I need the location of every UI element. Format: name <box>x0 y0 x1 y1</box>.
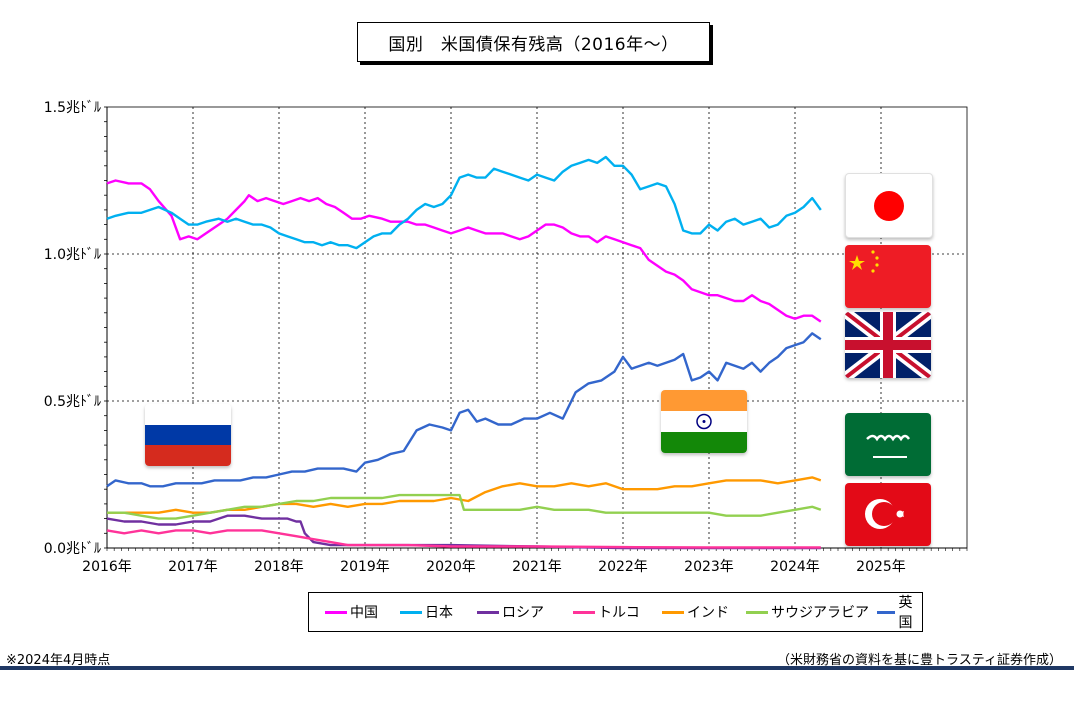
axes <box>104 106 968 551</box>
chart-svg: 0.0兆ﾄﾞﾙ 0.5兆ﾄﾞﾙ 1.0兆ﾄﾞﾙ 1.5兆ﾄﾞﾙ 2016年 2017年 20… <box>44 100 968 575</box>
japan-flag-icon <box>845 173 933 238</box>
legend-swatch <box>746 610 768 614</box>
series-line <box>106 529 821 549</box>
legend-item: サウジアラビア <box>746 593 869 631</box>
footnote-source: （米財務省の資料を基に豊トラスティ証券作成） <box>777 653 1062 668</box>
legend-swatch <box>477 610 499 614</box>
x-tick-label: 2020年 <box>426 559 476 575</box>
series-line <box>106 179 822 323</box>
footnote-date: ※2024年4月時点 <box>6 653 111 668</box>
y-tick-label: 0.0兆ﾄﾞﾙ <box>44 541 101 557</box>
x-tick-label: 2019年 <box>340 559 390 575</box>
x-tick-label: 2023年 <box>684 559 734 575</box>
bottom-bar <box>0 666 1074 670</box>
legend-label: 中国 <box>350 605 378 621</box>
grid <box>107 107 967 548</box>
x-tick-label: 2018年 <box>254 559 304 575</box>
china-flag-icon <box>845 245 931 308</box>
legend-item: ロシア <box>477 593 544 631</box>
legend-item: 英国 <box>877 593 922 631</box>
legend-label: サウジアラビア <box>771 605 869 621</box>
saudi-flag-icon <box>845 413 931 476</box>
legend-label: 日本 <box>425 605 453 621</box>
india-flag-icon <box>661 390 747 453</box>
x-tick-label: 2021年 <box>512 559 562 575</box>
series-line <box>106 332 822 488</box>
chart-title: 国別 米国債保有残高（2016年～） <box>388 34 679 55</box>
legend-item: トルコ <box>573 593 640 631</box>
series-line <box>106 155 822 250</box>
series-line <box>107 493 822 520</box>
y-tick-label: 1.0兆ﾄﾞﾙ <box>44 247 101 263</box>
tick-labels: 0.0兆ﾄﾞﾙ 0.5兆ﾄﾞﾙ 1.0兆ﾄﾞﾙ 1.5兆ﾄﾞﾙ 2016年 2017年 20… <box>44 100 906 575</box>
y-tick-label: 1.5兆ﾄﾞﾙ <box>44 100 101 116</box>
legend-label: インド <box>687 605 729 621</box>
legend-label: ロシア <box>502 605 544 621</box>
russia-flag-icon <box>145 404 231 466</box>
x-tick-label: 2022年 <box>598 559 648 575</box>
legend-swatch <box>325 610 347 614</box>
y-tick-label: 0.5兆ﾄﾞﾙ <box>44 394 101 410</box>
legend-swatch <box>573 610 595 614</box>
legend-swatch <box>400 610 422 614</box>
legend-item: 日本 <box>400 593 453 631</box>
chart-title-box: 国別 米国債保有残高（2016年～） <box>357 22 710 62</box>
legend-item: 中国 <box>325 593 378 631</box>
x-tick-label: 2016年 <box>82 559 132 575</box>
legend-label: 英国 <box>898 595 913 631</box>
legend-label: トルコ <box>598 605 640 621</box>
legend-item: インド <box>662 593 729 631</box>
turkey-flag-icon <box>845 483 931 546</box>
legend-swatch <box>877 610 896 614</box>
uk-flag-icon <box>845 312 931 378</box>
chart-legend: 中国 日本 ロシア トルコ インド サウジアラビア 英国 <box>308 592 923 632</box>
x-tick-label: 2025年 <box>856 559 906 575</box>
x-tick-label: 2024年 <box>770 559 820 575</box>
legend-swatch <box>662 610 684 614</box>
x-tick-label: 2017年 <box>168 559 218 575</box>
series-lines <box>106 155 822 550</box>
